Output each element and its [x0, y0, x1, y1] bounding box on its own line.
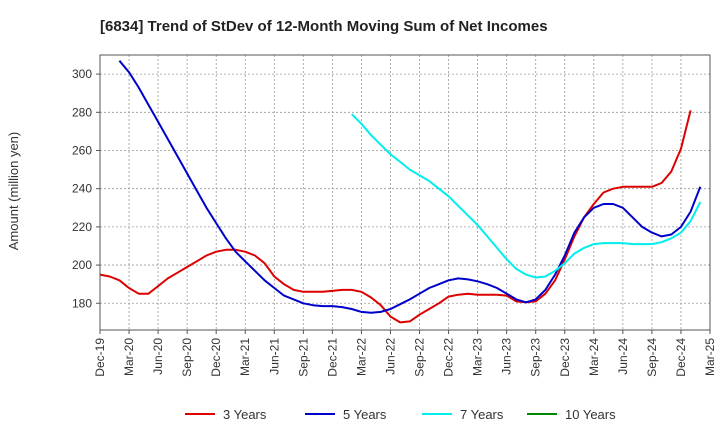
x-tick-label: Jun-20 [151, 338, 165, 375]
y-tick-label: 200 [72, 258, 92, 272]
series-line-5-years [118, 60, 702, 314]
y-tick-label: 220 [72, 220, 92, 234]
x-tick-label: Dec-22 [442, 338, 456, 377]
x-tick-label: Sep-20 [180, 338, 194, 377]
legend-label: 7 Years [460, 407, 504, 422]
y-tick-label: 280 [72, 105, 92, 119]
y-tick-label: 300 [72, 67, 92, 81]
y-tick-label: 240 [72, 182, 92, 196]
y-axis-ticks: 180 200 220 240 260 280 300 [72, 67, 100, 310]
x-tick-label: Mar-22 [354, 338, 368, 376]
y-tick-label: 260 [72, 143, 92, 157]
x-tick-label: Dec-20 [209, 338, 223, 377]
x-tick-label: Dec-19 [93, 338, 107, 377]
x-tick-label: Sep-24 [645, 338, 659, 377]
x-tick-label: Jun-23 [500, 338, 514, 375]
y-axis-label: Amount (million yen) [6, 132, 21, 251]
grid [99, 55, 711, 330]
series-lines [99, 60, 702, 324]
x-tick-label: Sep-21 [296, 338, 310, 377]
legend-label: 3 Years [223, 407, 267, 422]
x-tick-label: Sep-23 [529, 338, 543, 377]
x-tick-label: Dec-21 [325, 338, 339, 377]
x-tick-label: Mar-24 [587, 338, 601, 376]
x-tick-label: Jun-21 [267, 338, 281, 375]
legend-label: 10 Years [565, 407, 616, 422]
x-tick-label: Dec-23 [558, 338, 572, 377]
series-line-3-years [99, 110, 692, 324]
x-tick-label: Mar-23 [471, 338, 485, 376]
x-tick-label: Dec-24 [674, 338, 688, 377]
x-tick-label: Mar-25 [703, 338, 717, 376]
series-line-7-years [350, 113, 702, 279]
legend-label: 5 Years [343, 407, 387, 422]
x-tick-label: Mar-21 [238, 338, 252, 376]
legend: 3 Years 5 Years 7 Years 10 Years [185, 407, 616, 422]
x-tick-label: Jun-24 [616, 338, 630, 375]
y-tick-label: 180 [72, 296, 92, 310]
x-tick-label: Jun-22 [383, 338, 397, 375]
plot-frame [99, 54, 711, 331]
x-axis-ticks: Dec-19 Mar-20 Jun-20 Sep-20 Dec-20 Mar-21 Jun-… [93, 330, 717, 377]
x-tick-label: Sep-22 [413, 338, 427, 377]
chart-title: [6834] Trend of StDev of 12-Month Moving… [100, 18, 548, 35]
x-tick-label: Mar-20 [122, 338, 136, 376]
